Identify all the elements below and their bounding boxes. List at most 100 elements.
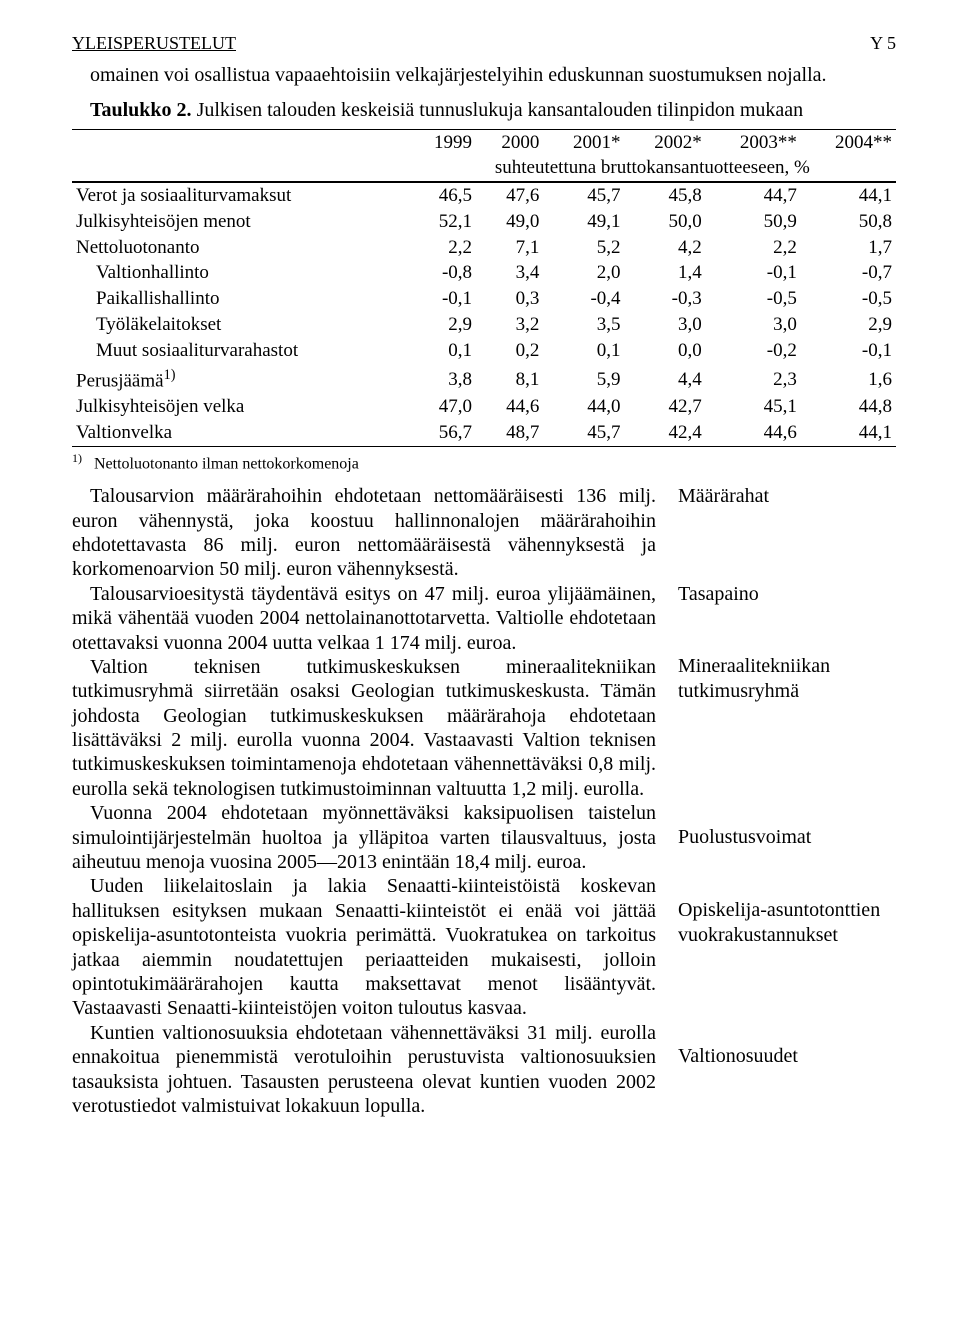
cell: 2,3 (706, 363, 801, 394)
cell: 45,7 (543, 183, 624, 209)
table-subhead: suhteutettuna bruttokansantuotteeseen, % (409, 155, 896, 181)
body-columns: Talousarvion määrärahoihin ehdotetaan ne… (72, 484, 896, 1118)
paragraph: Valtion teknisen tutkimuskeskuksen miner… (72, 655, 656, 801)
header-left: YLEISPERUSTELUT (72, 32, 236, 55)
cell: 0,3 (476, 286, 543, 312)
row-label: Valtionhallinto (72, 260, 409, 286)
row-label: Perusjäämä1) (72, 363, 409, 394)
cell: 44,6 (706, 420, 801, 446)
cell: 3,5 (543, 312, 624, 338)
table-row: Julkisyhteisöjen velka47,044,644,042,745… (72, 394, 896, 420)
cell: 44,0 (543, 394, 624, 420)
margin-note: Opiskelija-asuntotonttien vuokrakustannu… (678, 898, 896, 947)
row-label: Työläkelaitokset (72, 312, 409, 338)
cell: -0,1 (706, 260, 801, 286)
cell: 0,1 (409, 338, 476, 364)
cell: 8,1 (476, 363, 543, 394)
cell: 45,1 (706, 394, 801, 420)
cell: 44,7 (706, 183, 801, 209)
col-head: 2002* (625, 130, 706, 156)
paragraph: Uuden liikelaitoslain ja lakia Senaatti-… (72, 874, 656, 1020)
cell: 1,4 (625, 260, 706, 286)
table-row: Työläkelaitokset2,93,23,53,03,02,9 (72, 312, 896, 338)
row-label: Julkisyhteisöjen menot (72, 209, 409, 235)
cell: 4,2 (625, 235, 706, 261)
cell: 56,7 (409, 420, 476, 446)
cell: 3,8 (409, 363, 476, 394)
footnote-text: Nettoluotonanto ilman nettokorkomenoja (94, 455, 359, 472)
row-label: Julkisyhteisöjen velka (72, 394, 409, 420)
cell: 0,0 (625, 338, 706, 364)
table-footnote: 1) Nettoluotonanto ilman nettokorkomenoj… (72, 451, 896, 474)
row-label: Valtionvelka (72, 420, 409, 446)
paragraph: Vuonna 2004 ehdotetaan myönnettäväksi ka… (72, 801, 656, 874)
cell: -0,5 (801, 286, 896, 312)
paragraph: Kuntien valtionosuuksia ehdotetaan vähen… (72, 1021, 656, 1119)
cell: 45,7 (543, 420, 624, 446)
col-head: 2001* (543, 130, 624, 156)
table-title-rest: Julkisen talouden keskeisiä tunnuslukuja… (197, 99, 804, 121)
margin-note: Tasapaino (678, 582, 896, 606)
cell: 3,0 (706, 312, 801, 338)
table-title: Taulukko 2. Julkisen talouden keskeisiä … (72, 98, 896, 123)
cell: 1,6 (801, 363, 896, 394)
intro-paragraph: omainen voi osallistua vapaaehtoisiin ve… (72, 63, 896, 88)
cell: 3,0 (625, 312, 706, 338)
cell: -0,2 (706, 338, 801, 364)
cell: -0,3 (625, 286, 706, 312)
cell: 44,8 (801, 394, 896, 420)
cell: 2,2 (706, 235, 801, 261)
cell: 2,0 (543, 260, 624, 286)
page-header: YLEISPERUSTELUT Y 5 (72, 32, 896, 55)
cell: 49,0 (476, 209, 543, 235)
cell: 50,9 (706, 209, 801, 235)
cell: 52,1 (409, 209, 476, 235)
table-row: Valtionhallinto-0,83,42,01,4-0,1-0,7 (72, 260, 896, 286)
cell: 3,2 (476, 312, 543, 338)
cell: 49,1 (543, 209, 624, 235)
cell: 2,2 (409, 235, 476, 261)
table-row: Nettoluotonanto2,27,15,24,22,21,7 (72, 235, 896, 261)
table-row: Verot ja sosiaaliturvamaksut46,547,645,7… (72, 183, 896, 209)
footnote-mark: 1) (72, 451, 82, 465)
cell: 50,8 (801, 209, 896, 235)
cell: -0,1 (801, 338, 896, 364)
paragraph: Talousarvioesitystä täydentävä esitys on… (72, 582, 656, 655)
col-head: 2004** (801, 130, 896, 156)
cell: -0,4 (543, 286, 624, 312)
cell: 7,1 (476, 235, 543, 261)
table-row: Paikallishallinto-0,10,3-0,4-0,3-0,5-0,5 (72, 286, 896, 312)
margin-note: Valtionosuudet (678, 1044, 896, 1068)
cell: 42,4 (625, 420, 706, 446)
cell: -0,8 (409, 260, 476, 286)
cell: 5,2 (543, 235, 624, 261)
data-table: 199920002001*2002*2003**2004** suhteutet… (72, 130, 896, 446)
cell: 2,9 (801, 312, 896, 338)
cell: -0,7 (801, 260, 896, 286)
cell: 3,4 (476, 260, 543, 286)
cell: 0,1 (543, 338, 624, 364)
cell: 4,4 (625, 363, 706, 394)
cell: 45,8 (625, 183, 706, 209)
row-label: Verot ja sosiaaliturvamaksut (72, 183, 409, 209)
margin-note: Puolustusvoimat (678, 825, 896, 849)
margin-note: Määrärahat (678, 484, 896, 508)
main-text: Talousarvion määrärahoihin ehdotetaan ne… (72, 484, 656, 1118)
cell: -0,5 (706, 286, 801, 312)
cell: 47,0 (409, 394, 476, 420)
cell: 46,5 (409, 183, 476, 209)
cell: 47,6 (476, 183, 543, 209)
row-label: Paikallishallinto (72, 286, 409, 312)
cell: 48,7 (476, 420, 543, 446)
table-row: Perusjäämä1)3,88,15,94,42,31,6 (72, 363, 896, 394)
cell: 50,0 (625, 209, 706, 235)
cell: 5,9 (543, 363, 624, 394)
cell: -0,1 (409, 286, 476, 312)
row-label: Nettoluotonanto (72, 235, 409, 261)
margin-note: Mineraalitekniikan tutkimusryhmä (678, 654, 896, 703)
table-row: Julkisyhteisöjen menot52,149,049,150,050… (72, 209, 896, 235)
cell: 42,7 (625, 394, 706, 420)
cell: 44,6 (476, 394, 543, 420)
cell: 1,7 (801, 235, 896, 261)
header-right: Y 5 (870, 32, 896, 55)
